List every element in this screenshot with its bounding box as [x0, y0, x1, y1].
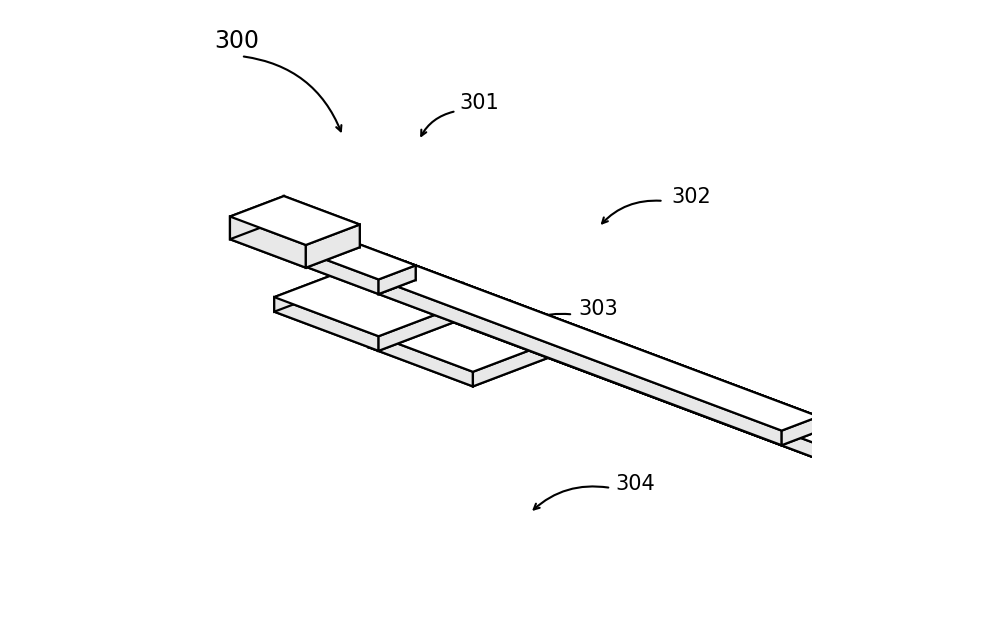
Polygon shape	[473, 301, 510, 329]
Polygon shape	[369, 261, 473, 315]
Polygon shape	[473, 301, 913, 466]
Polygon shape	[284, 196, 360, 247]
Polygon shape	[311, 227, 416, 280]
Text: 303: 303	[578, 299, 618, 319]
Polygon shape	[369, 276, 473, 329]
Polygon shape	[387, 255, 463, 298]
Polygon shape	[274, 261, 369, 312]
Polygon shape	[274, 227, 416, 280]
Polygon shape	[379, 265, 819, 431]
Polygon shape	[230, 219, 360, 268]
Polygon shape	[876, 452, 913, 480]
Polygon shape	[379, 265, 416, 294]
Polygon shape	[463, 283, 866, 449]
Polygon shape	[349, 255, 387, 284]
Polygon shape	[230, 217, 306, 268]
Polygon shape	[349, 269, 425, 312]
Polygon shape	[230, 196, 284, 239]
Polygon shape	[473, 316, 913, 480]
Polygon shape	[369, 297, 463, 348]
Polygon shape	[274, 276, 473, 351]
Polygon shape	[510, 301, 913, 467]
Polygon shape	[425, 298, 866, 463]
Polygon shape	[379, 300, 473, 351]
Polygon shape	[425, 283, 463, 312]
Polygon shape	[416, 265, 819, 431]
Polygon shape	[369, 333, 473, 386]
Text: 301: 301	[459, 93, 499, 113]
Polygon shape	[274, 227, 311, 255]
Polygon shape	[463, 297, 567, 351]
Polygon shape	[425, 283, 866, 449]
Polygon shape	[349, 270, 463, 312]
Polygon shape	[829, 434, 866, 463]
Polygon shape	[425, 283, 463, 312]
Polygon shape	[379, 265, 416, 294]
Polygon shape	[406, 262, 510, 316]
Polygon shape	[369, 311, 567, 386]
Polygon shape	[349, 255, 463, 298]
Polygon shape	[425, 297, 829, 463]
Polygon shape	[369, 276, 510, 329]
Polygon shape	[369, 262, 510, 315]
Polygon shape	[369, 297, 567, 372]
Polygon shape	[379, 280, 782, 446]
Polygon shape	[473, 336, 567, 386]
Polygon shape	[274, 241, 416, 294]
Polygon shape	[274, 297, 379, 351]
Polygon shape	[473, 301, 510, 329]
Polygon shape	[379, 280, 819, 446]
Text: 300: 300	[214, 29, 259, 52]
Text: 302: 302	[672, 187, 711, 207]
Polygon shape	[274, 240, 379, 294]
Polygon shape	[306, 225, 360, 268]
Polygon shape	[274, 261, 473, 336]
Polygon shape	[369, 262, 406, 291]
Text: 304: 304	[615, 474, 655, 494]
Polygon shape	[230, 196, 360, 245]
Polygon shape	[473, 315, 876, 480]
Polygon shape	[782, 417, 819, 446]
